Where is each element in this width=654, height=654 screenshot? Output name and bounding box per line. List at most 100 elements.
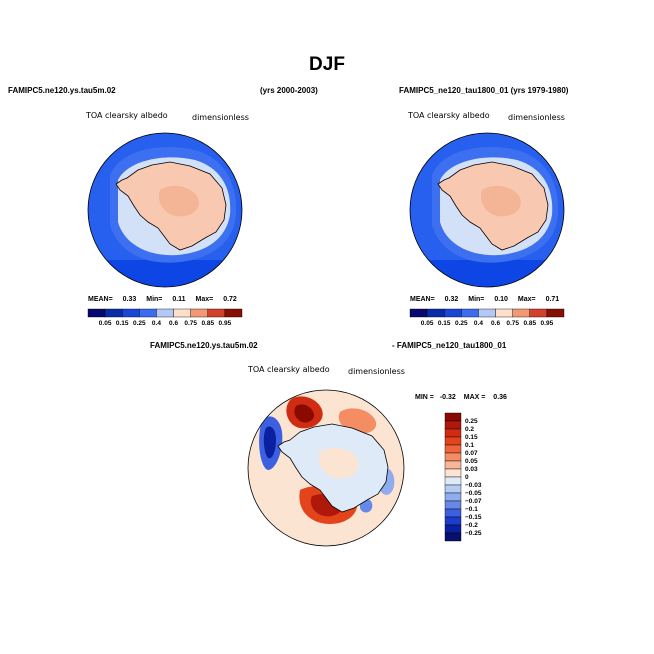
diff-colorbar-swatch-7	[444, 468, 462, 478]
right-colorbar-tick-label-4: 0.6	[491, 320, 500, 327]
diff-colorbar-tick-label-4: 0.07	[465, 450, 478, 457]
left-colorbar-swatch-2	[122, 308, 140, 318]
left-colorbar-swatch-3	[139, 308, 157, 318]
right-colorbar-swatch-1	[426, 308, 445, 318]
right-max-value: 0.71	[545, 296, 560, 303]
left-colorbar-tick-label-1: 0.15	[116, 320, 129, 327]
left-panel-years: (yrs 2000-2003)	[260, 86, 318, 95]
right-mean-value: 0.32	[444, 296, 459, 303]
right-colorbar-tick-label-5: 0.75	[506, 320, 519, 327]
left-stats: MEAN= 0.33 Min= 0.11 Max= 0.72	[88, 296, 237, 303]
diff-colorbar-tick-label-3: 0.1	[465, 442, 474, 449]
right-panel-units: dimensionless	[508, 113, 565, 122]
left-max-label: Max=	[195, 296, 214, 303]
diff-colorbar-swatch-15	[444, 532, 462, 542]
diff-title-case-a: FAMIPC5.ne120.ys.tau5m.02	[150, 341, 258, 350]
left-colorbar-tick-label-5: 0.75	[184, 320, 197, 327]
diff-colorbar-tick-label-8: −0.03	[465, 482, 482, 489]
diff-colorbar-swatch-2	[444, 428, 462, 438]
diff-colorbar-tick-label-12: −0.15	[465, 514, 482, 521]
right-colorbar: 0.05 0.15 0.25 0.4 0.6 0.75 0.85 0.95	[409, 308, 565, 327]
right-colorbar-swatch-6	[512, 308, 530, 318]
left-colorbar-tick-label-4: 0.6	[169, 320, 178, 327]
diff-colorbar-swatch-13	[444, 516, 462, 526]
diff-stats: MIN = -0.32 MAX = 0.36	[415, 394, 507, 401]
diff-colorbar-tick-label-5: 0.05	[465, 458, 478, 465]
right-panel-case-name: FAMIPC5_ne120_tau1800_01 (yrs 1979-1980)	[399, 86, 569, 95]
diff-colorbar-swatch-6	[444, 460, 462, 470]
right-colorbar-tick-label-0: 0.05	[421, 320, 434, 327]
left-colorbar-swatch-4	[156, 308, 174, 318]
right-plateau	[480, 185, 521, 217]
left-colorbar: 0.05 0.15 0.25 0.4 0.6 0.75 0.85 0.95	[87, 308, 243, 327]
diff-colorbar-tick-label-9: −0.05	[465, 490, 482, 497]
left-max-value: 0.72	[223, 296, 237, 303]
diff-colorbar-swatch-10	[444, 492, 462, 502]
diff-colorbar-swatch-1	[444, 420, 462, 430]
left-colorbar-swatch-8	[224, 308, 243, 318]
diff-colorbar-swatch-14	[444, 524, 462, 534]
difference-polar-map	[248, 390, 404, 546]
right-colorbar-swatch-4	[478, 308, 496, 318]
left-colorbar-tick-label-6: 0.85	[201, 320, 214, 327]
diff-colorbar-tick-label-2: 0.15	[465, 434, 478, 441]
diff-colorbar-swatch-0	[444, 412, 462, 422]
right-colorbar-tick-label-3: 0.4	[474, 320, 483, 327]
diff-min-label: MIN =	[415, 394, 434, 401]
left-map-border	[87, 132, 243, 288]
figure-title: DJF	[309, 54, 345, 75]
diff-colorbar-swatch-8	[444, 476, 462, 486]
diff-colorbar-swatch-11	[444, 500, 462, 510]
left-colorbar-swatch-5	[173, 308, 191, 318]
diff-title-case-b: - FAMIPC5_ne120_tau1800_01	[392, 341, 507, 350]
right-colorbar-swatch-8	[546, 308, 565, 318]
left-mean-value: 0.33	[122, 296, 137, 303]
left-colorbar-tick-label-2: 0.25	[133, 320, 146, 327]
left-panel-case-name: FAMIPC5.ne120.ys.tau5m.02	[8, 86, 116, 95]
right-stats: MEAN= 0.32 Min= 0.10 Max= 0.71	[410, 296, 559, 303]
right-min-label: Min=	[468, 296, 485, 303]
diff-map-border	[247, 389, 405, 547]
diff-colorbar-tick-label-10: −0.07	[465, 498, 482, 505]
left-plateau	[158, 185, 199, 217]
right-colorbar-tick-label-1: 0.15	[438, 320, 451, 327]
diff-colorbar-swatch-12	[444, 508, 462, 518]
diff-max-value: 0.36	[493, 394, 507, 401]
left-colorbar-tick-label-3: 0.4	[152, 320, 161, 327]
diff-colorbar-swatch-5	[444, 452, 462, 462]
right-colorbar-tick-label-2: 0.25	[455, 320, 468, 327]
right-colorbar-swatch-7	[529, 308, 548, 318]
left-colorbar-swatch-1	[104, 308, 123, 318]
left-mean-label: MEAN=	[88, 296, 113, 303]
diff-panel-variable: TOA clearsky albedo	[248, 365, 330, 374]
diff-colorbar-tick-label-6: 0.03	[465, 466, 478, 473]
left-colorbar-swatch-7	[207, 308, 226, 318]
left-colorbar-swatch-0	[87, 308, 106, 318]
right-colorbar-swatch-2	[444, 308, 462, 318]
diff-interior-neutral	[318, 447, 359, 479]
diff-colorbar: 0.250.20.150.10.070.050.030−0.03−0.05−0.…	[444, 412, 482, 542]
right-colorbar-swatch-3	[461, 308, 479, 318]
right-colorbar-swatch-0	[409, 308, 428, 318]
diff-colorbar-tick-label-11: −0.1	[465, 506, 478, 513]
left-min-value: 0.11	[172, 296, 186, 303]
left-colorbar-tick-label-7: 0.95	[219, 320, 232, 327]
diff-colorbar-tick-label-0: 0.25	[465, 418, 478, 425]
right-max-label: Max=	[517, 296, 536, 303]
right-panel-variable: TOA clearsky albedo	[408, 111, 490, 120]
diff-colorbar-tick-label-14: −0.25	[465, 530, 482, 537]
right-colorbar-tick-label-6: 0.85	[523, 320, 536, 327]
left-colorbar-tick-label-0: 0.05	[99, 320, 112, 327]
diff-strong-positive-west	[294, 404, 315, 423]
diff-panel-units: dimensionless	[348, 367, 405, 376]
diff-colorbar-tick-label-13: −0.2	[465, 522, 478, 529]
left-colorbar-swatch-6	[190, 308, 208, 318]
left-min-label: Min=	[146, 296, 163, 303]
right-map-border	[409, 132, 565, 288]
right-colorbar-tick-label-7: 0.95	[541, 320, 554, 327]
right-polar-map	[410, 133, 564, 287]
diff-colorbar-swatch-4	[444, 444, 462, 454]
right-min-value: 0.10	[494, 296, 508, 303]
diff-colorbar-swatch-9	[444, 484, 462, 494]
